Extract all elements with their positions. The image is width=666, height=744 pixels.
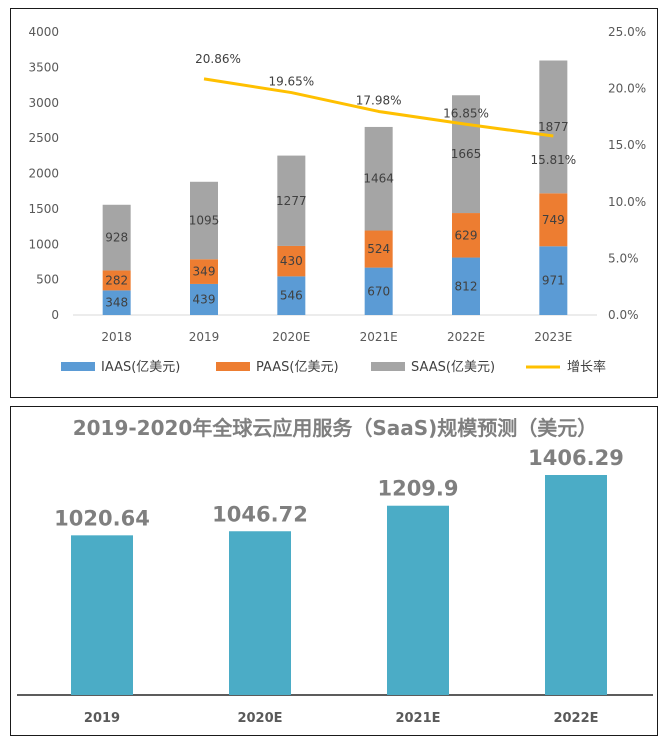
- x-axis-tick-label: 2019: [189, 330, 220, 344]
- bar-segment: [452, 95, 480, 214]
- bar-segment-label: 749: [542, 213, 565, 227]
- bar-segment-label: 928: [105, 231, 128, 245]
- bar: [545, 475, 607, 695]
- saas-forecast-chart: 2019-2020年全球云应用服务（SaaS)规模预测（美元） 1020.64 2…: [10, 406, 658, 736]
- bar-segment-label: 670: [367, 284, 390, 298]
- bar-segment: [539, 246, 568, 315]
- y-axis-tick-label: 4000: [28, 25, 59, 39]
- y-axis-tick-label: 1500: [28, 202, 59, 216]
- legend-label: SAAS(亿美元): [411, 360, 495, 375]
- y2-axis-tick-label: 20.0%: [608, 82, 646, 96]
- bar-segment: [102, 290, 131, 315]
- bar-segment-label: 430: [280, 254, 303, 268]
- legend-swatch: [216, 362, 250, 371]
- y2-axis-tick-label: 25.0%: [608, 25, 646, 39]
- bar-segment: [277, 155, 306, 246]
- y-axis-tick-label: 1000: [28, 237, 59, 251]
- bar-segment: [102, 204, 131, 271]
- bar-segment: [190, 181, 218, 260]
- x-axis-tick-label: 2021E: [360, 330, 398, 344]
- bar-value-label: 1046.72: [212, 502, 308, 526]
- bar-segment-label: 546: [280, 289, 303, 303]
- bar-segment-label: 282: [105, 273, 128, 287]
- growth-rate-label: 17.98%: [356, 93, 402, 107]
- bar-segment: [190, 283, 218, 315]
- bar-segment: [452, 213, 480, 258]
- bar-segment: [277, 245, 306, 277]
- bar-segment: [539, 60, 568, 194]
- chart-title: 2019-2020年全球云应用服务（SaaS)规模预测（美元）: [73, 416, 598, 440]
- bar: [229, 531, 291, 695]
- y-axis-tick-label: 500: [36, 273, 59, 287]
- y2-axis-tick-label: 5.0%: [608, 251, 639, 265]
- growth-rate-label: 20.86%: [195, 52, 241, 66]
- legend-label: 增长率: [567, 359, 606, 375]
- bar-segment-label: 1877: [538, 120, 569, 134]
- bar-segment: [364, 267, 393, 315]
- bar-segment: [277, 276, 306, 315]
- x-axis-tick-label: 2022E: [447, 330, 485, 344]
- bar-segment-label: 1464: [363, 172, 394, 186]
- y-axis-tick-label: 2000: [28, 167, 59, 181]
- bar-segment-label: 348: [105, 296, 128, 310]
- x-axis-tick-label: 2020E: [272, 330, 310, 344]
- growth-rate-label: 16.85%: [443, 106, 489, 120]
- bar-segment: [102, 270, 131, 291]
- chart-1-canvas: 0 500 1000 1500 2000 2500 3000 3500 4000 0.0% 5.0%…: [28, 25, 646, 375]
- y2-axis-tick-label: 10.0%: [608, 195, 646, 209]
- stacked-cloud-market-chart: 0 500 1000 1500 2000 2500 3000 3500 4000 0.0% 5.0%…: [10, 8, 658, 398]
- bar: [71, 535, 133, 695]
- bar: [387, 505, 449, 695]
- bar-value-label: 1020.64: [54, 506, 150, 530]
- bar-segment-label: 439: [193, 292, 216, 306]
- bar-segment-label: 812: [455, 279, 478, 293]
- x-axis-tick-label: 2023E: [534, 330, 572, 344]
- x-axis-tick-label: 2019: [84, 711, 120, 726]
- growth-rate-label: 19.65%: [268, 75, 314, 89]
- bar-segment-label: 629: [455, 228, 478, 242]
- bar-segment: [364, 126, 393, 231]
- bar-segment-label: 349: [193, 265, 216, 279]
- bar-value-label: 1406.29: [528, 446, 624, 470]
- x-axis-tick-label: 2022E: [553, 711, 598, 726]
- bar-segment-label: 1095: [189, 214, 220, 228]
- legend-label: IAAS(亿美元): [101, 360, 180, 375]
- legend-label: PAAS(亿美元): [256, 360, 339, 375]
- bar-segment: [539, 193, 568, 247]
- y-axis-tick-label: 2500: [28, 131, 59, 145]
- bar-value-label: 1209.9: [377, 477, 458, 501]
- bar-segment: [190, 259, 218, 284]
- legend-swatch: [371, 362, 405, 371]
- x-axis-tick-label: 2021E: [395, 711, 440, 726]
- growth-rate-line: [203, 77, 554, 138]
- x-axis-tick-label: 2020E: [237, 711, 282, 726]
- bar-segment: [364, 230, 393, 268]
- y2-axis-tick-label: 0.0%: [608, 308, 639, 322]
- y-axis-tick-label: 3500: [28, 60, 59, 74]
- x-axis-tick-label: 2018: [101, 330, 132, 344]
- growth-rate-label: 15.81%: [530, 153, 576, 167]
- bar-segment-label: 524: [367, 242, 390, 256]
- y-axis-tick-label: 3000: [28, 96, 59, 110]
- y-axis-tick-label: 0: [51, 308, 59, 322]
- y2-axis-tick-label: 15.0%: [608, 138, 646, 152]
- bar-segment-label: 971: [542, 274, 565, 288]
- bar-segment-label: 1665: [451, 147, 482, 161]
- chart-2-canvas: 2019-2020年全球云应用服务（SaaS)规模预测（美元） 1020.64 2…: [17, 416, 653, 726]
- bar-segment: [452, 257, 480, 315]
- bar-segment-label: 1277: [276, 194, 307, 208]
- legend-swatch: [61, 362, 95, 371]
